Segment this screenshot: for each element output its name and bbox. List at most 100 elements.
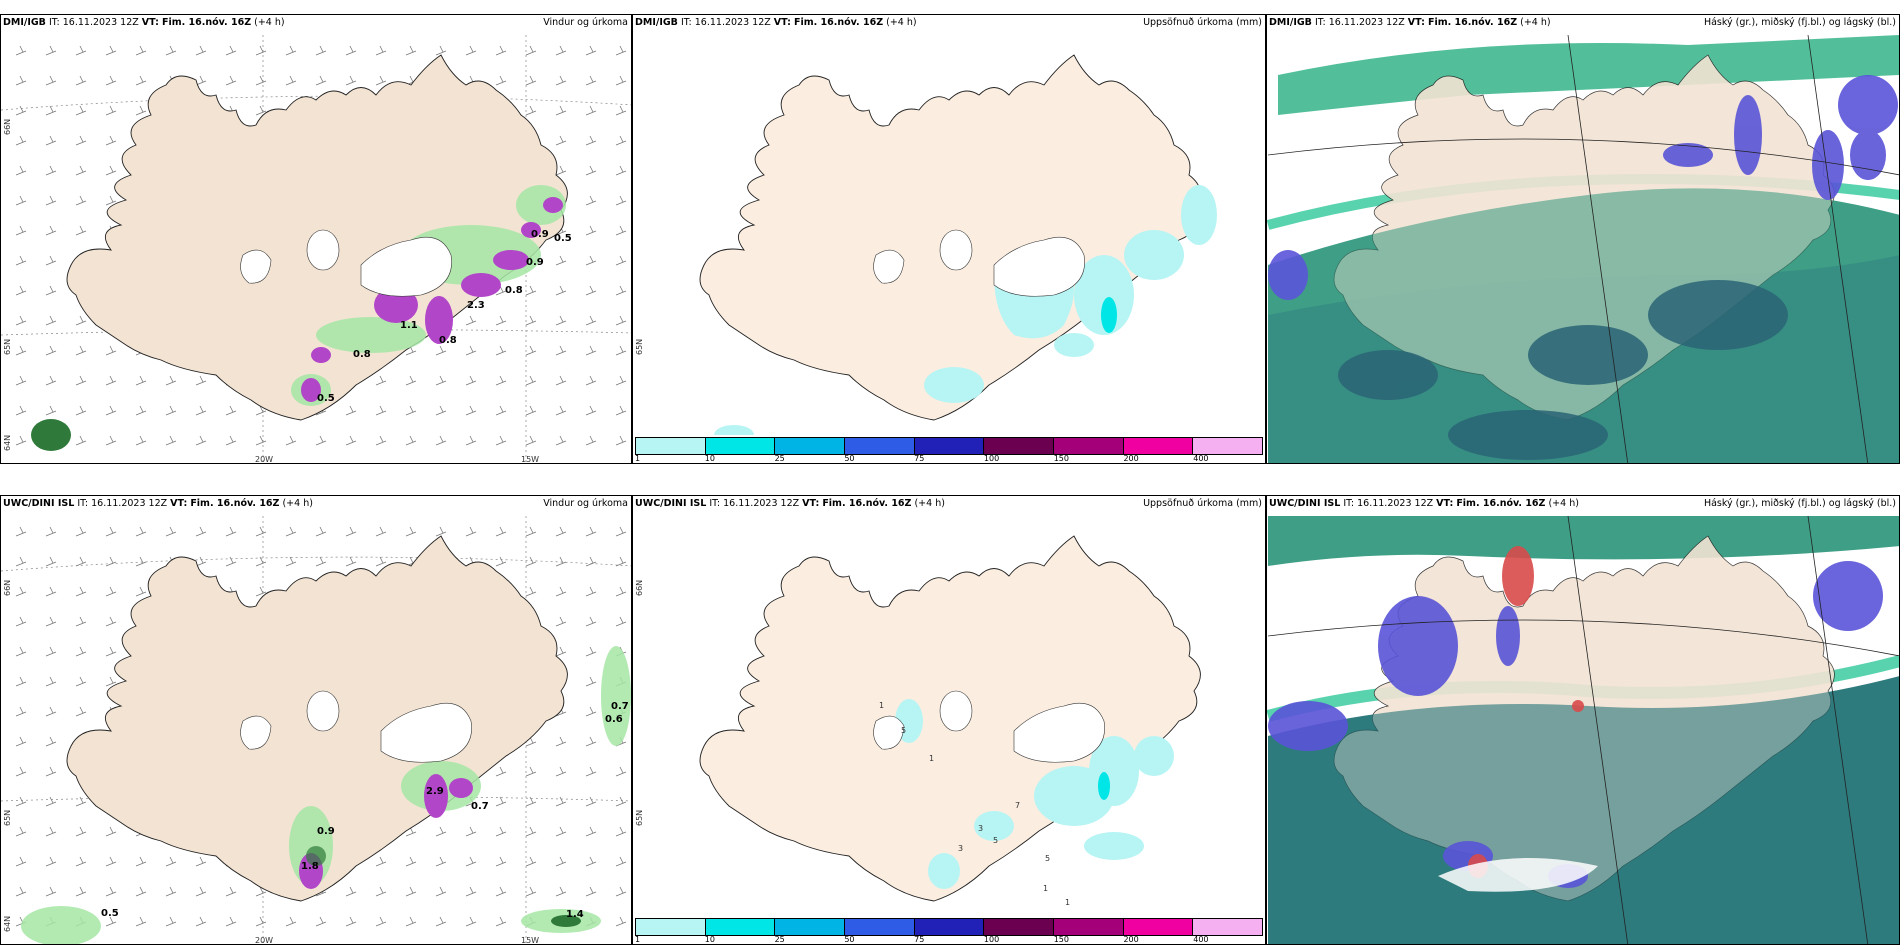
colorbar-swatch — [705, 919, 776, 935]
value-label: 7 — [1015, 801, 1021, 810]
wind-barb — [75, 706, 87, 717]
wind-barb — [105, 165, 117, 176]
wind-barb — [45, 375, 57, 386]
cloud-cover-map — [1267, 515, 1899, 944]
wind-barb — [495, 45, 507, 56]
panel-title: UWC/DINI ISL IT: 16.11.2023 12Z VT: Fim.… — [3, 498, 313, 509]
wind-barb — [45, 526, 57, 537]
wind-barb — [615, 766, 627, 777]
wind-barb — [525, 826, 537, 837]
wind-barb — [375, 856, 387, 867]
wind-barb — [195, 856, 207, 867]
wind-barb — [45, 766, 57, 777]
wind-barb — [585, 856, 597, 867]
wind-barb — [225, 75, 237, 86]
wind-barb — [345, 886, 357, 897]
accum-areas — [895, 699, 1174, 889]
wind-barb — [585, 195, 597, 206]
colorbar-swatch — [984, 919, 1055, 935]
wind-barb — [315, 75, 327, 86]
wind-barb — [165, 526, 177, 537]
wind-barb — [45, 646, 57, 657]
wind-barb — [45, 195, 57, 206]
colorbar-swatch — [1123, 438, 1194, 454]
wind-barb — [405, 45, 417, 56]
wind-barb — [75, 435, 87, 446]
wind-barb — [165, 886, 177, 897]
wind-barb — [375, 556, 387, 567]
wind-barb — [135, 556, 147, 567]
wind-barb — [465, 345, 477, 356]
lat-label: 66N — [635, 579, 644, 596]
wind-barb — [135, 405, 147, 416]
colorbar-tick: 25 — [774, 935, 785, 944]
wind-barb — [315, 916, 327, 927]
wind-barb — [615, 375, 627, 386]
wind-barb — [555, 736, 567, 747]
cloud-blue-patches — [1268, 75, 1898, 300]
value-label: 2.3 — [467, 300, 485, 311]
wind-barb — [615, 345, 627, 356]
wind-barb — [15, 676, 27, 687]
lat-label: 65N — [635, 338, 644, 355]
wind-barb — [105, 75, 117, 86]
wind-barb — [165, 435, 177, 446]
panel-title: DMI/IGB IT: 16.11.2023 12Z VT: Fim. 16.n… — [635, 17, 917, 28]
wind-barb — [45, 796, 57, 807]
wind-barb — [615, 405, 627, 416]
wind-barb — [105, 556, 117, 567]
wind-barb — [615, 135, 627, 146]
wind-barb — [585, 706, 597, 717]
wind-barb — [75, 375, 87, 386]
value-label: 1 — [929, 754, 935, 763]
colorbar-tick: 150 — [1053, 935, 1069, 944]
wind-barb — [225, 556, 237, 567]
wind-barb — [615, 556, 627, 567]
wind-barb — [405, 526, 417, 537]
wind-barb — [225, 526, 237, 537]
wind-barb — [255, 405, 267, 416]
wind-barb — [135, 916, 147, 927]
wind-barb — [585, 405, 597, 416]
wind-barb — [135, 105, 147, 116]
wind-barb — [225, 886, 237, 897]
wind-barb — [555, 646, 567, 657]
wind-barb — [495, 796, 507, 807]
wind-barb — [495, 826, 507, 837]
value-label: 1.4 — [566, 909, 584, 920]
colorbar: 1 10 25 50 75 100 150 200 400 — [633, 435, 1265, 463]
wind-barb — [135, 75, 147, 86]
wind-barb — [525, 556, 537, 567]
colorbar-tick: 10 — [704, 935, 715, 944]
wind-barb — [585, 225, 597, 236]
wind-barb — [75, 646, 87, 657]
wind-barb — [255, 435, 267, 446]
wind-barb — [555, 135, 567, 146]
wind-barb — [315, 556, 327, 567]
wind-barb — [435, 435, 447, 446]
wind-barb — [255, 556, 267, 567]
wind-barb — [555, 556, 567, 567]
wind-barb — [45, 225, 57, 236]
lat-label: 66N — [3, 118, 12, 135]
lat-label: 66N — [3, 579, 12, 596]
wind-barb — [495, 405, 507, 416]
colorbar-swatch — [636, 919, 706, 935]
wind-barb — [555, 796, 567, 807]
lat-label: 65N — [3, 809, 12, 826]
wind-barb — [195, 375, 207, 386]
wind-barb — [435, 345, 447, 356]
colorbar-swatch — [775, 919, 846, 935]
wind-barb — [105, 526, 117, 537]
wind-barb — [225, 435, 237, 446]
wind-barb — [435, 526, 447, 537]
wind-barb — [75, 556, 87, 567]
wind-barb — [555, 826, 567, 837]
wind-barb — [255, 886, 267, 897]
wind-barb — [585, 45, 597, 56]
wind-barb — [195, 45, 207, 56]
wind-barb — [45, 45, 57, 56]
wind-barb — [255, 105, 267, 116]
lon-label: 15W — [521, 455, 540, 464]
wind-barb — [525, 105, 537, 116]
